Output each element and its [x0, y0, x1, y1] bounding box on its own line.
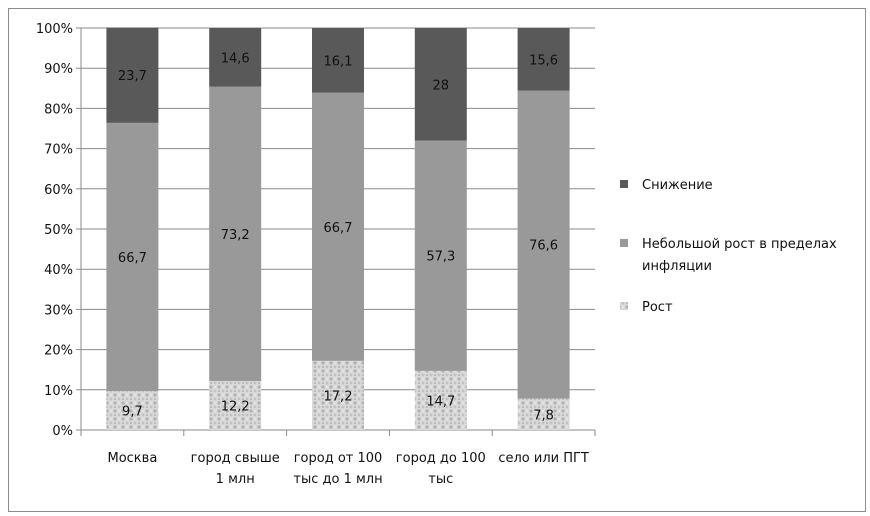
- data-label: 73,2: [221, 228, 250, 243]
- y-tick-label: 70%: [44, 143, 73, 158]
- data-label: 16,1: [324, 54, 353, 69]
- data-label: 12,2: [221, 399, 250, 414]
- bar-segment-growth-2: [312, 360, 364, 430]
- data-label: 17,2: [324, 389, 353, 404]
- chart-frame: 0% 10% 20% 30% 40% 50% 60% 70% 80% 90% 100% 9,7 66,…: [8, 8, 866, 512]
- x-category-label: город от 100: [294, 451, 383, 466]
- bar-segment-decline-0: [106, 27, 159, 123]
- x-category-label: город свыше: [191, 451, 280, 466]
- legend-label: Небольшой рост в пределах: [642, 237, 837, 252]
- data-label: 14,7: [426, 394, 455, 409]
- data-labels: 9,7 66,7 23,7 12,2 73,2 14,6 17,2 66,7 16,1 14,7 5…: [118, 51, 558, 423]
- bar-segment-small-growth-2: [312, 92, 364, 361]
- y-tick-label: 80%: [44, 102, 73, 117]
- data-label: 14,6: [221, 51, 250, 66]
- bar-segment-small-growth-1: [209, 86, 262, 381]
- bar-segment-decline-2: [312, 28, 364, 93]
- y-tick-label: 20%: [44, 344, 73, 359]
- y-tick-label: 90%: [44, 62, 73, 77]
- legend-label: инфляции: [642, 259, 712, 274]
- legend-label: Снижение: [642, 178, 713, 193]
- data-label: 7,8: [533, 408, 554, 423]
- data-label: 9,7: [122, 405, 143, 420]
- bar-segment-growth-4: [517, 398, 570, 430]
- data-label: 23,7: [118, 69, 147, 84]
- category-labels: Москва город свыше 1 млн город от 100 тыс до…: [107, 451, 588, 487]
- data-label: 76,6: [529, 239, 558, 254]
- x-category-label: город до 100: [396, 451, 486, 466]
- y-tick-label: 0%: [52, 424, 73, 439]
- y-tick-label: 40%: [44, 263, 73, 278]
- legend-swatch: [620, 180, 628, 188]
- data-label: 15,6: [529, 53, 558, 68]
- bar-segment-decline-1: [209, 28, 262, 87]
- x-category-label: тыс: [428, 472, 453, 487]
- data-label: 28: [433, 78, 450, 93]
- data-label: 66,7: [118, 251, 147, 266]
- x-category-label: село или ПГТ: [498, 451, 589, 466]
- x-category-label: Москва: [107, 451, 157, 466]
- data-label: 57,3: [426, 250, 455, 265]
- x-category-label: 1 млн: [216, 472, 255, 487]
- legend-swatch: [620, 302, 628, 310]
- bar-segment-growth-0: [106, 391, 159, 430]
- y-tick-label: 30%: [44, 303, 73, 318]
- bar-segment-growth-1: [209, 380, 262, 430]
- legend-label: Рост: [642, 300, 673, 315]
- data-label: 66,7: [324, 221, 353, 236]
- bar-segment-growth-3: [414, 370, 467, 430]
- bar-segment-small-growth-3: [414, 140, 467, 371]
- bars: [106, 27, 570, 430]
- bar-segment-decline-3: [414, 28, 467, 141]
- bar-segment-decline-4: [517, 28, 570, 91]
- y-tick-label: 60%: [44, 183, 73, 198]
- legend: Снижение Небольшой рост в пределах инфляци…: [620, 178, 837, 315]
- y-tick-label: 10%: [44, 384, 73, 399]
- stacked-bar-chart: 0% 10% 20% 30% 40% 50% 60% 70% 80% 90% 100% 9,7 66,…: [36, 22, 837, 487]
- bar-segment-small-growth-0: [106, 122, 159, 392]
- y-tick-label: 100%: [36, 22, 73, 37]
- bar-segment-small-growth-4: [517, 90, 570, 399]
- x-category-label: тыс до 1 млн: [293, 472, 382, 487]
- y-tick-label: 50%: [44, 223, 73, 238]
- legend-swatch: [620, 239, 628, 247]
